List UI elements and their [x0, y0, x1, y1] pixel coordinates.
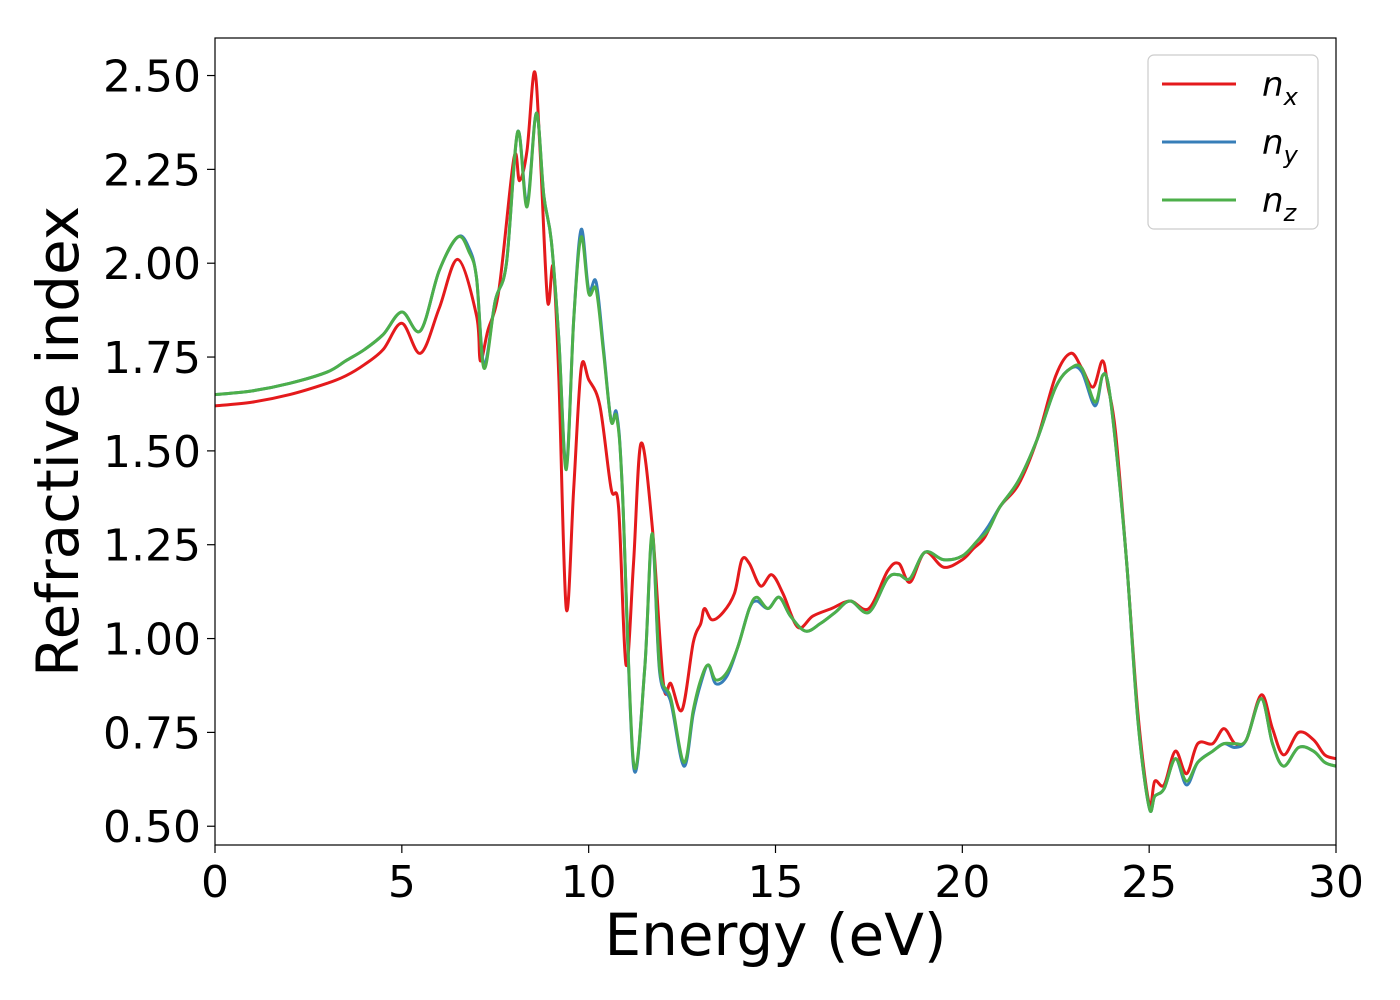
legend-label-nz: nz — [1262, 181, 1298, 227]
y-tick-label: 1.75 — [103, 333, 201, 384]
series-layer — [215, 70, 1336, 813]
x-tick-label: 25 — [1121, 857, 1177, 908]
x-axis-label: Energy (eV) — [604, 901, 946, 969]
y-tick-label: 2.50 — [103, 52, 201, 103]
x-tick-label: 5 — [388, 857, 416, 908]
legend: nx ny nz — [1147, 54, 1319, 230]
x-tick-label: 10 — [561, 857, 617, 908]
x-tick-label: 15 — [748, 857, 804, 908]
y-axis-label: Refractive index — [24, 206, 92, 677]
y-tick-label: 1.25 — [103, 521, 201, 572]
x-tick-label: 0 — [201, 857, 229, 908]
legend-label-nx: nx — [1262, 65, 1299, 111]
x-tick-label: 20 — [934, 857, 990, 908]
y-tick-label: 1.50 — [103, 427, 201, 478]
y-tick-label: 2.00 — [103, 239, 201, 290]
y-axis: 0.50 0.75 1.00 1.25 1.50 1.75 2.00 2.25 2.50 — [103, 52, 215, 853]
y-tick-label: 0.50 — [103, 802, 201, 853]
x-axis: 0 5 10 15 20 25 30 — [201, 845, 1364, 908]
legend-label-ny: ny — [1262, 123, 1299, 169]
series-line-nz — [215, 111, 1336, 813]
y-tick-label: 0.75 — [103, 708, 201, 759]
x-tick-label: 30 — [1308, 857, 1364, 908]
y-tick-label: 1.00 — [103, 615, 201, 666]
y-tick-label: 2.25 — [103, 145, 201, 196]
